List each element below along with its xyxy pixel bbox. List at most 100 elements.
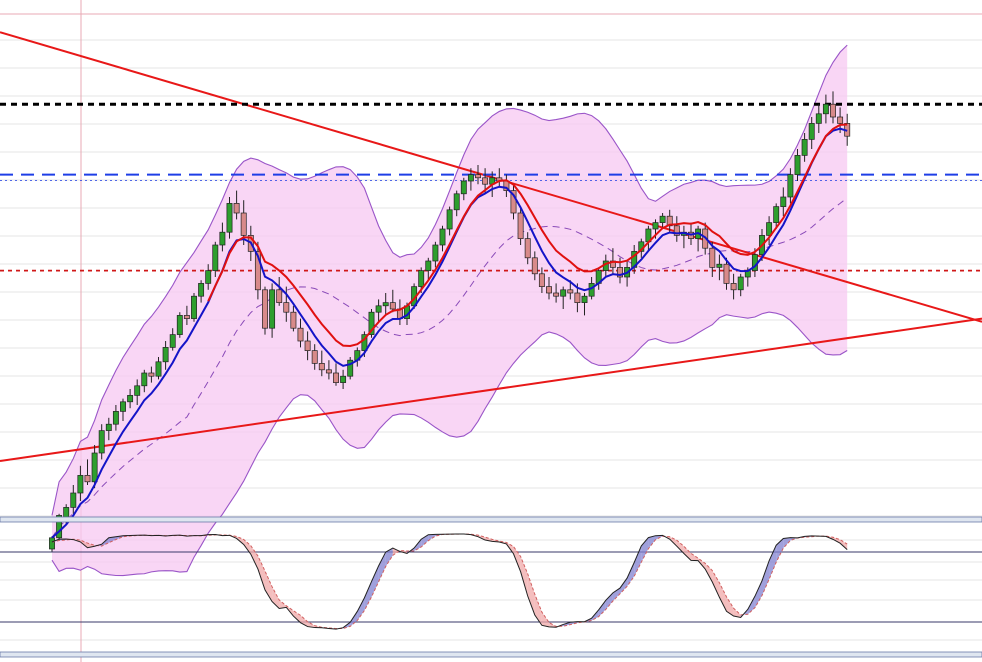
candle-down: [475, 174, 481, 179]
candle-down: [183, 315, 190, 319]
candle-down: [482, 177, 489, 185]
candle-up: [105, 423, 112, 431]
osc-fill-down: [840, 539, 848, 550]
osc-fill-up: [385, 548, 393, 567]
osc-fill-down: [243, 539, 251, 555]
descending-trendline: [0, 31, 982, 323]
osc-fill-down: [676, 540, 684, 554]
candle-up: [560, 289, 567, 297]
candle-up: [361, 334, 368, 351]
trendlines: [0, 31, 982, 462]
candle-up: [120, 401, 126, 412]
candle-down: [553, 292, 560, 297]
candle-up: [780, 196, 787, 207]
candle-up: [432, 244, 439, 262]
middle-band-line: [51, 197, 848, 539]
candle-up: [77, 475, 84, 494]
candle-up: [49, 537, 55, 550]
candle-up: [212, 244, 219, 271]
slow-moving-average: [207, 123, 848, 348]
osc-fill-up: [378, 552, 386, 582]
candle-up: [98, 430, 105, 454]
candle-up: [382, 302, 389, 307]
osc-fill-down: [712, 570, 720, 598]
candle-up: [134, 385, 141, 396]
osc-fill-up: [350, 611, 358, 627]
candle-up: [347, 359, 354, 377]
band-fill: [52, 45, 848, 576]
osc-fill-down: [279, 599, 287, 609]
osc-fill-up: [598, 600, 606, 617]
candle-up: [141, 372, 148, 387]
osc-fill-down: [691, 553, 699, 561]
osc-fill-up: [421, 534, 429, 547]
candle-up: [659, 215, 666, 223]
osc-fill-down: [265, 571, 273, 602]
candle-down: [283, 302, 290, 313]
osc-fill-down: [300, 615, 308, 627]
lower-band-line: [51, 311, 848, 577]
fast-moving-average: [51, 127, 848, 539]
osc-fill-up: [620, 578, 628, 594]
candle-down: [297, 327, 304, 342]
osc-fill-down: [293, 610, 301, 623]
candle-up: [773, 206, 780, 223]
osc-fill-down: [705, 563, 713, 582]
candle-down: [304, 340, 311, 351]
candle-up: [169, 334, 176, 348]
candle-down: [830, 103, 836, 118]
candle-up: [446, 209, 453, 230]
candle-up: [815, 113, 822, 124]
bottom-separator: [0, 651, 982, 658]
candle-up: [219, 231, 226, 246]
candle-up: [588, 283, 595, 297]
candle-down: [531, 257, 538, 275]
candle-down: [567, 289, 574, 294]
osc-fill-up: [108, 536, 116, 543]
candle-up: [205, 270, 212, 284]
candle-down: [311, 350, 318, 364]
upper-band-line: [51, 44, 848, 516]
osc-fill-down: [719, 582, 727, 612]
candle-up: [716, 263, 723, 268]
osc-fill-up: [364, 581, 372, 611]
osc-fill-down: [541, 612, 549, 627]
candle-up: [737, 276, 744, 291]
candle-down: [84, 475, 91, 483]
osc-fill-up: [747, 596, 755, 615]
candle-up: [808, 123, 815, 140]
ascending-trendline: [0, 317, 982, 462]
candle-down: [510, 190, 517, 214]
osc-fill-down: [726, 596, 734, 617]
candle-up: [460, 180, 467, 195]
candle-up: [787, 174, 794, 198]
osc-fill-down: [307, 621, 315, 628]
candle-down: [730, 283, 737, 291]
bollinger-bands: [51, 44, 848, 577]
candle-up: [581, 295, 588, 303]
candle-down: [574, 292, 581, 303]
candle-up: [418, 270, 425, 287]
candle-up: [162, 347, 169, 363]
candle-up: [176, 315, 183, 335]
candle-down: [233, 203, 240, 214]
panel-separator: [0, 516, 982, 523]
candle-down: [709, 247, 716, 268]
osc-fill-up: [634, 545, 642, 577]
osc-fill-down: [520, 556, 528, 597]
candle-down: [723, 263, 730, 284]
candle-up: [822, 103, 829, 115]
candle-down: [617, 267, 623, 278]
candle-up: [766, 222, 773, 236]
candle-down: [673, 225, 680, 236]
candle-up: [368, 311, 375, 335]
osc-fill-down: [733, 608, 741, 618]
panel-divider: [0, 516, 982, 658]
candle-up: [269, 289, 276, 329]
candle-up: [198, 283, 205, 297]
candle-down: [517, 212, 524, 239]
candle-up: [63, 507, 70, 518]
candle-down: [538, 273, 545, 287]
candle-up: [467, 174, 474, 182]
osc-fill-down: [527, 573, 535, 615]
